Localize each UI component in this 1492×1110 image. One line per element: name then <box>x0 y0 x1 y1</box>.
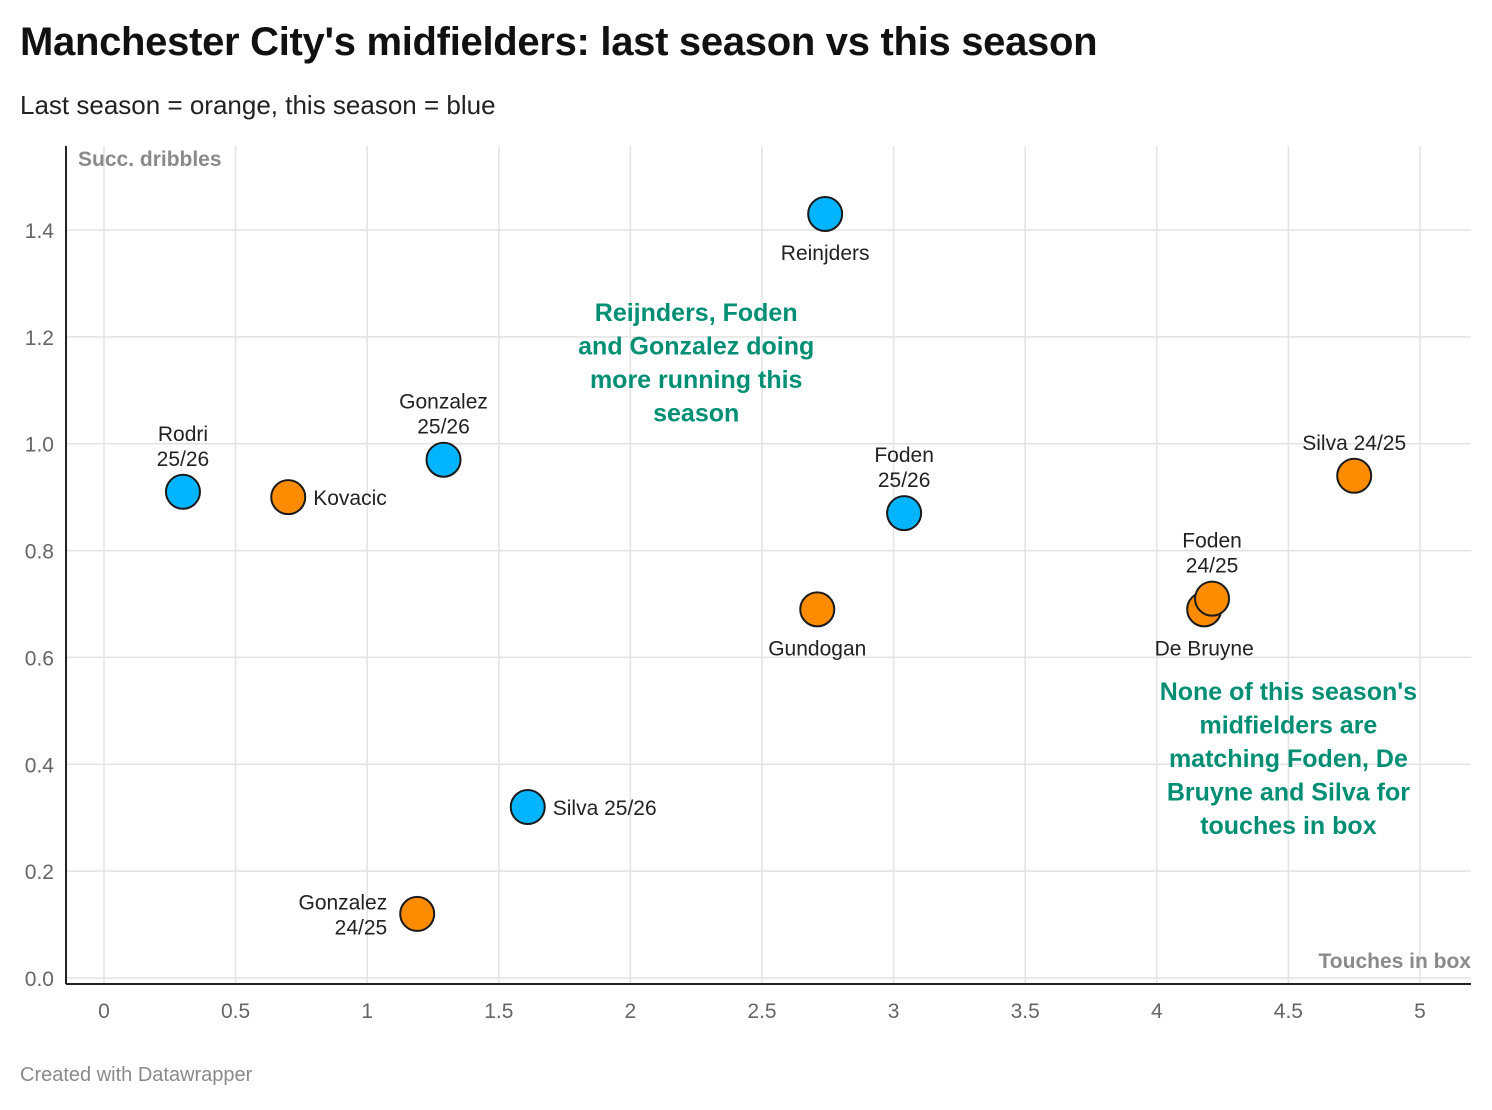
point-label-line: Gonzalez <box>298 891 387 914</box>
point-label: De Bruyne <box>1155 637 1254 660</box>
point-label: Gundogan <box>768 637 866 660</box>
y-tick-label: 1.0 <box>25 434 54 457</box>
point-label-line: Foden <box>1182 530 1242 553</box>
y-tick-label: 1.4 <box>25 220 55 243</box>
data-point <box>164 473 201 510</box>
annotation-line: more running this <box>590 366 803 394</box>
chart-subtitle: Last season = orange, this season = blue <box>20 90 496 120</box>
point-label: Foden 24/25 <box>1182 530 1242 578</box>
point-label: Foden 25/26 <box>874 444 934 492</box>
annotation-line: midfielders are <box>1199 712 1377 740</box>
annotation-text: None of this season's midfielders are matc… <box>1160 678 1417 840</box>
annotation-line: matching Foden, De <box>1169 745 1408 773</box>
point-label-line: Gonzalez <box>399 391 488 414</box>
y-tick-label: 0.8 <box>25 541 54 564</box>
point-label-line: Foden <box>874 444 934 467</box>
point-label-line: Kovacic <box>313 487 387 510</box>
x-tick-label: 2 <box>625 1000 637 1023</box>
point-label-line: 25/26 <box>157 448 210 471</box>
point-label-line: Rodri <box>158 423 208 446</box>
point-label-line: 25/26 <box>417 416 470 439</box>
data-point <box>886 495 923 532</box>
point-label: Rodri 25/26 <box>157 423 210 471</box>
x-tick-label: 2.5 <box>747 1000 776 1023</box>
y-tick-label: 0.6 <box>25 647 54 670</box>
annotation-line: touches in box <box>1200 812 1377 840</box>
y-tick-label: 0.4 <box>25 754 55 777</box>
x-tick-label: 1 <box>361 1000 373 1023</box>
data-point <box>399 895 436 932</box>
point-label: Silva 25/26 <box>553 797 657 820</box>
annotation-line: None of this season's <box>1160 678 1417 706</box>
footer-credit[interactable]: Created with Datawrapper <box>20 1064 253 1086</box>
data-point <box>270 479 307 516</box>
point-label: Gonzalez 25/26 <box>399 391 488 439</box>
point-label-line: De Bruyne <box>1155 637 1254 660</box>
point-label-line: 24/25 <box>335 916 388 939</box>
point-label: Kovacic <box>313 487 387 510</box>
x-tick-label: 0 <box>98 1000 110 1023</box>
data-point <box>1336 457 1373 494</box>
annotation-text: Reijnders, Foden and Gonzalez doing more r… <box>578 299 814 428</box>
point-label-line: Gundogan <box>768 637 866 660</box>
x-tick-label: 4 <box>1151 1000 1163 1023</box>
x-tick-label: 0.5 <box>221 1000 250 1023</box>
x-tick-label: 4.5 <box>1274 1000 1303 1023</box>
data-point <box>509 789 546 826</box>
x-axis-title: Touches in box <box>1319 950 1472 973</box>
x-tick-label: 3 <box>888 1000 900 1023</box>
y-tick-label: 1.2 <box>25 327 54 350</box>
data-point <box>799 591 836 628</box>
data-point <box>1194 580 1231 617</box>
point-label-line: 24/25 <box>1186 555 1239 578</box>
point-label-line: Silva 25/26 <box>553 797 657 820</box>
x-tick-label: 5 <box>1414 1000 1426 1023</box>
point-label: Silva 24/25 <box>1302 432 1406 455</box>
y-axis-title: Succ. dribbles <box>78 148 222 171</box>
data-point <box>425 441 462 478</box>
annotation-line: and Gonzalez doing <box>578 332 814 360</box>
point-label-line: Silva 24/25 <box>1302 432 1406 455</box>
point-label-line: 25/26 <box>878 469 931 492</box>
annotation-line: Reijnders, Foden <box>595 299 798 327</box>
point-label-line: Reinjders <box>781 242 870 265</box>
x-tick-label: 3.5 <box>1011 1000 1040 1023</box>
y-tick-label: 0.2 <box>25 861 54 884</box>
y-tick-label: 0.0 <box>25 968 54 991</box>
annotation-line: season <box>653 399 739 427</box>
data-point <box>807 195 844 232</box>
annotation-line: Bruyne and Silva for <box>1167 779 1410 807</box>
point-label: Reinjders <box>781 242 870 265</box>
point-label: Gonzalez 24/25 <box>298 891 387 939</box>
chart-title: Manchester City's midfielders: last seas… <box>20 20 1098 64</box>
x-tick-label: 1.5 <box>484 1000 513 1023</box>
scatter-chart: 0 0.5 1 1.5 2 2.5 3 3.5 4 4.5 5 0.0 0.2 0.4 0.6 0.8 1.0 1… <box>25 146 1472 1023</box>
